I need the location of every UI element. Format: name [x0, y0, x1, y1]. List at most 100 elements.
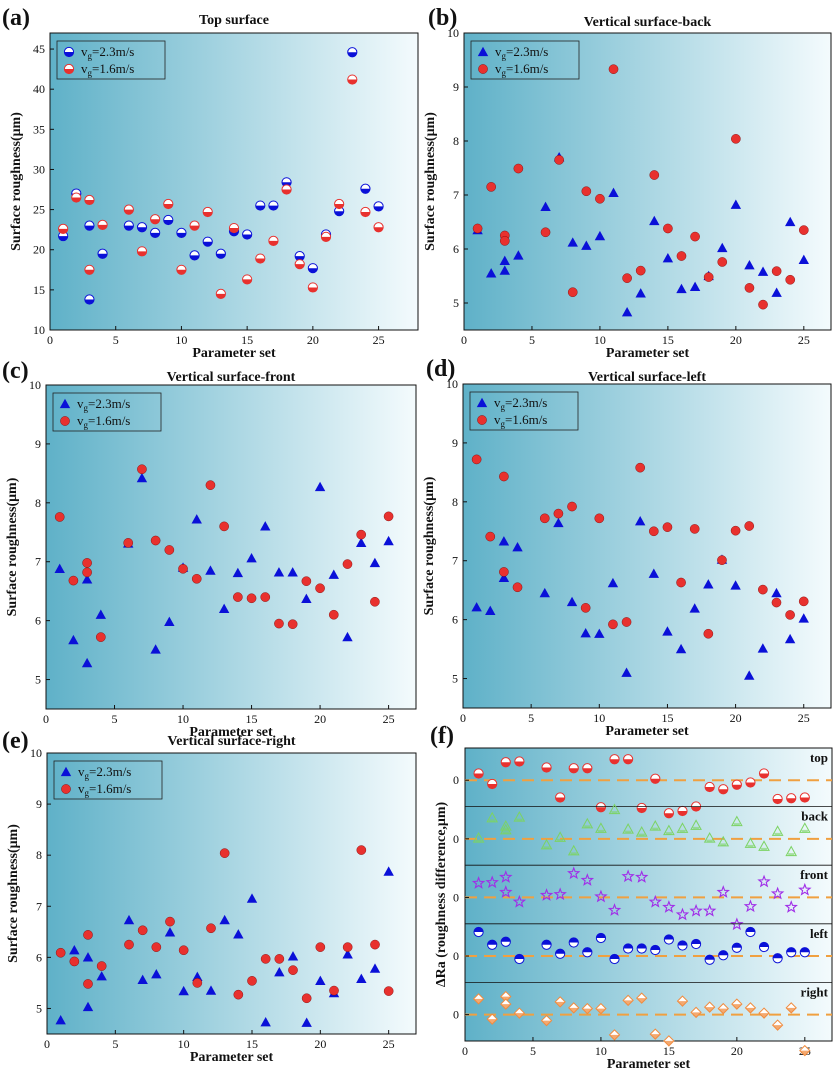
data-point	[609, 754, 620, 765]
legend-label: vg=2.3m/s	[78, 764, 131, 781]
legend-label: vg=1.6m/s	[494, 412, 547, 429]
data-point	[192, 971, 203, 981]
data-point	[219, 914, 230, 925]
data-point	[218, 603, 230, 614]
data-point	[594, 513, 605, 524]
data-point	[718, 950, 729, 961]
data-point	[123, 914, 135, 925]
data-point	[730, 917, 744, 931]
data-point	[608, 64, 619, 74]
x-tick-label: 0	[461, 333, 467, 347]
data-point	[717, 242, 728, 253]
y-tick-label: 5	[35, 673, 41, 687]
data-point	[663, 934, 674, 945]
y-tick-label: 10	[447, 26, 459, 40]
data-point	[176, 264, 187, 275]
data-point	[650, 944, 661, 956]
legend-box	[53, 760, 163, 800]
data-point	[485, 605, 496, 615]
data-point	[82, 952, 94, 962]
y-tick-label: 15	[33, 283, 45, 297]
data-point	[369, 557, 381, 568]
panel-c: 0 5 10 15 20 25 (c) Vertical surface-front Param…	[2, 358, 417, 740]
legend: vg=2.3m/svg=1.6m/s	[53, 760, 163, 800]
data-point	[485, 531, 496, 542]
data-point	[784, 633, 796, 644]
data-point	[247, 976, 257, 986]
data-point	[717, 835, 730, 847]
y-tick-label: 10	[30, 746, 42, 760]
data-point	[268, 200, 279, 211]
plot-frame	[463, 32, 832, 331]
y-axis-label: Surface roughness(μm)	[6, 824, 21, 963]
y-axis-label: Surface roughness(μm)	[9, 112, 24, 251]
data-point	[771, 825, 784, 836]
data-point	[786, 793, 797, 804]
data-point	[621, 869, 635, 883]
x-tick-label: 20	[307, 333, 319, 347]
legend-marker	[477, 415, 487, 425]
data-point	[71, 192, 82, 203]
y-tick-label: 5	[453, 296, 459, 310]
data-point	[690, 1006, 702, 1019]
series-vg-1.6	[471, 454, 809, 639]
data-point	[191, 574, 202, 584]
data-point	[274, 954, 285, 964]
series-vg-1.6	[54, 464, 394, 642]
data-point	[703, 628, 714, 639]
data-point	[540, 227, 551, 238]
y-tick-label: 0	[453, 949, 459, 963]
data-point	[499, 885, 513, 898]
data-point	[54, 512, 65, 522]
data-point	[486, 1013, 498, 1025]
data-point	[716, 885, 730, 898]
x-tick-label: 20	[314, 1037, 326, 1051]
data-point	[137, 974, 148, 985]
data-point	[675, 643, 687, 654]
data-point	[703, 579, 714, 589]
x-tick-label: 0	[43, 712, 49, 726]
legend: vg=2.3m/svg=1.6m/s	[470, 40, 580, 80]
data-point	[595, 932, 607, 944]
data-point	[347, 74, 358, 85]
x-tick-label: 0	[460, 711, 466, 725]
data-point	[370, 939, 380, 950]
data-point	[268, 235, 279, 246]
data-point	[555, 948, 566, 959]
data-point	[499, 236, 510, 246]
data-point	[383, 511, 394, 522]
data-point	[581, 240, 592, 250]
data-point	[84, 194, 95, 206]
data-point	[499, 265, 510, 275]
panel-label: (e)	[2, 728, 29, 754]
data-point	[370, 596, 380, 607]
legend: vg=2.3m/svg=1.6m/s	[469, 391, 579, 431]
y-tick-label: 45	[33, 42, 45, 56]
data-point	[540, 838, 553, 850]
data-point	[485, 268, 497, 278]
data-point	[554, 996, 566, 1008]
legend-box	[470, 40, 580, 80]
legend-marker	[477, 46, 489, 57]
data-point	[513, 1007, 526, 1019]
x-tick-label: 15	[241, 333, 253, 347]
data-point	[192, 978, 203, 988]
y-tick-label: 30	[33, 162, 45, 176]
panel-title: Vertical surface-right	[167, 734, 295, 749]
data-point	[770, 886, 785, 900]
data-point	[758, 840, 770, 851]
data-point	[512, 582, 523, 593]
legend-label: vg=2.3m/s	[495, 44, 548, 61]
data-point	[356, 973, 367, 983]
data-point	[342, 631, 353, 642]
row-front: 0 front	[453, 864, 832, 931]
x-tick-label: 20	[314, 712, 326, 726]
data-point	[151, 942, 162, 952]
y-tick-label: 0	[453, 832, 459, 846]
data-point	[758, 768, 770, 779]
data-point	[281, 184, 292, 195]
data-point	[242, 274, 253, 285]
row-label: top	[810, 750, 828, 765]
data-point	[676, 251, 687, 261]
data-point	[499, 823, 512, 835]
